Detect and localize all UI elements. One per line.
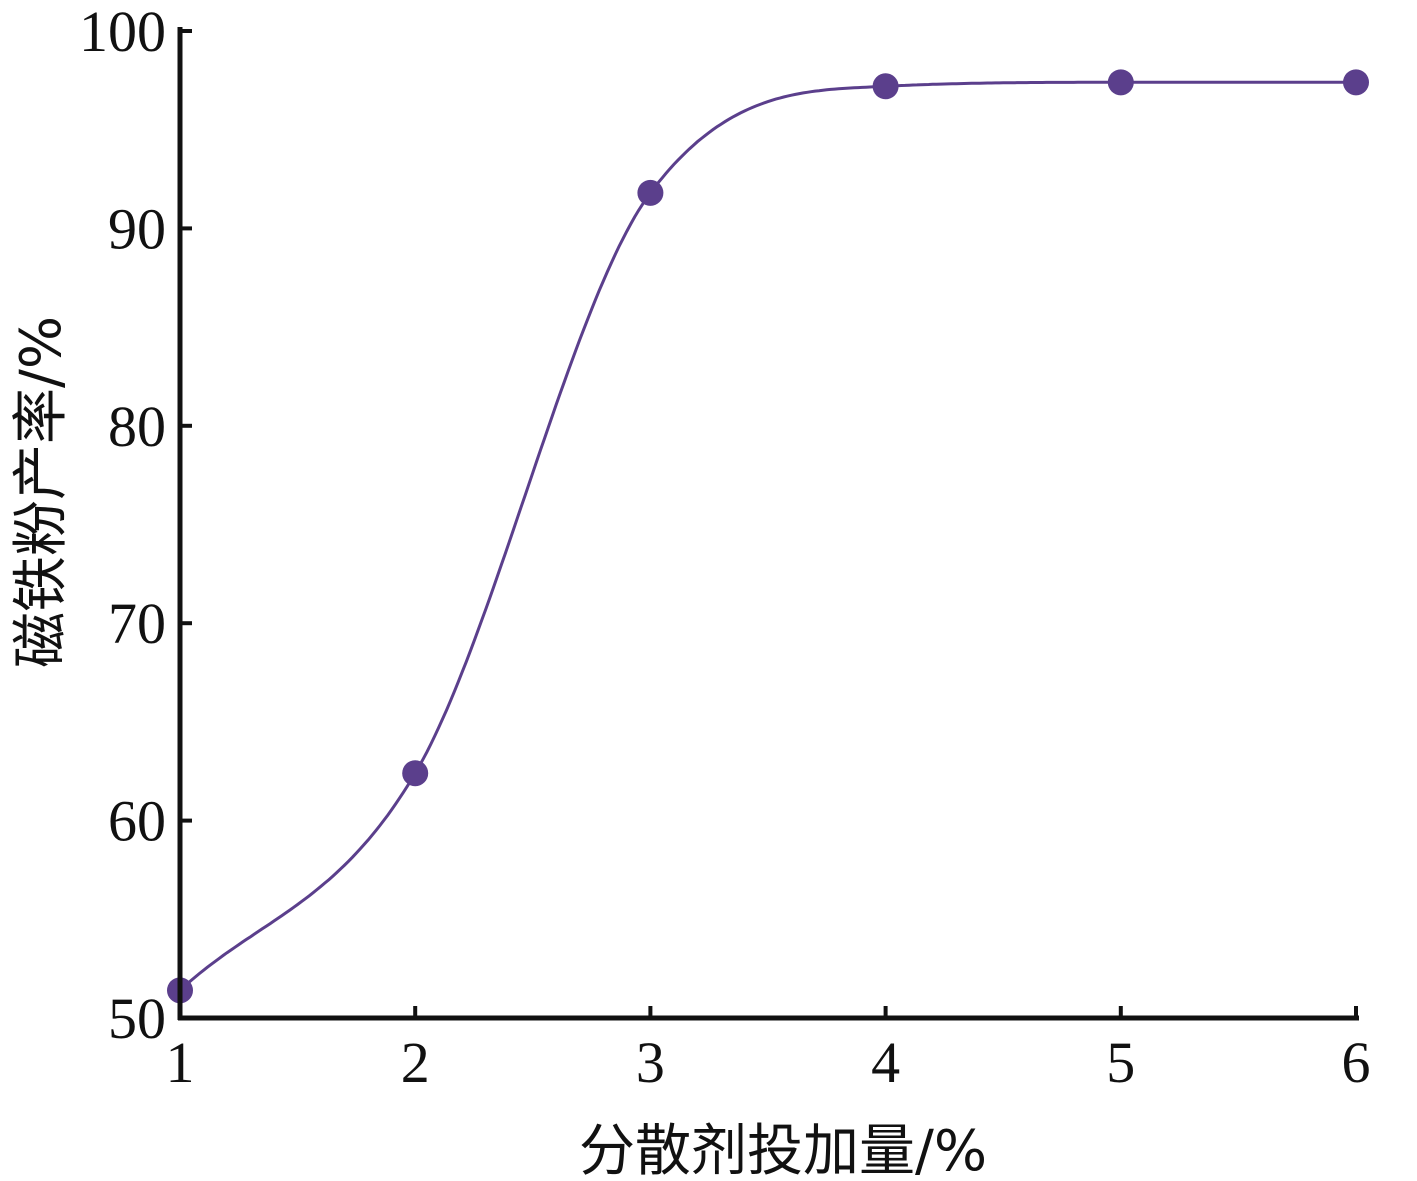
plot-area bbox=[167, 69, 1369, 1004]
data-point bbox=[872, 73, 899, 100]
y-tick-label: 90 bbox=[108, 196, 166, 261]
y-axis-title: 磁铁粉产率/% bbox=[9, 316, 74, 668]
x-tick-label: 6 bbox=[1342, 1030, 1371, 1095]
x-tick-label: 2 bbox=[401, 1030, 430, 1095]
y-tick-label: 100 bbox=[79, 0, 166, 64]
axes bbox=[177, 27, 1359, 1021]
series-line bbox=[178, 80, 1356, 992]
data-point bbox=[1107, 69, 1134, 96]
x-tick-label: 3 bbox=[636, 1030, 665, 1095]
y-tick-label: 60 bbox=[108, 789, 166, 854]
tick-labels: 50 60 70 80 90 100 1 2 3 4 5 6 bbox=[79, 0, 1371, 1095]
x-tick-label: 5 bbox=[1106, 1030, 1135, 1095]
data-point bbox=[402, 760, 429, 787]
x-axis-title: 分散剂投加量/% bbox=[579, 1119, 987, 1181]
y-tick-label: 80 bbox=[108, 394, 166, 459]
y-tick-label: 50 bbox=[108, 986, 166, 1051]
y-tick-label: 70 bbox=[108, 591, 166, 656]
data-point bbox=[1343, 69, 1369, 96]
x-tick-label: 4 bbox=[871, 1030, 900, 1095]
data-point bbox=[637, 179, 664, 206]
x-tick-label: 1 bbox=[166, 1030, 195, 1095]
